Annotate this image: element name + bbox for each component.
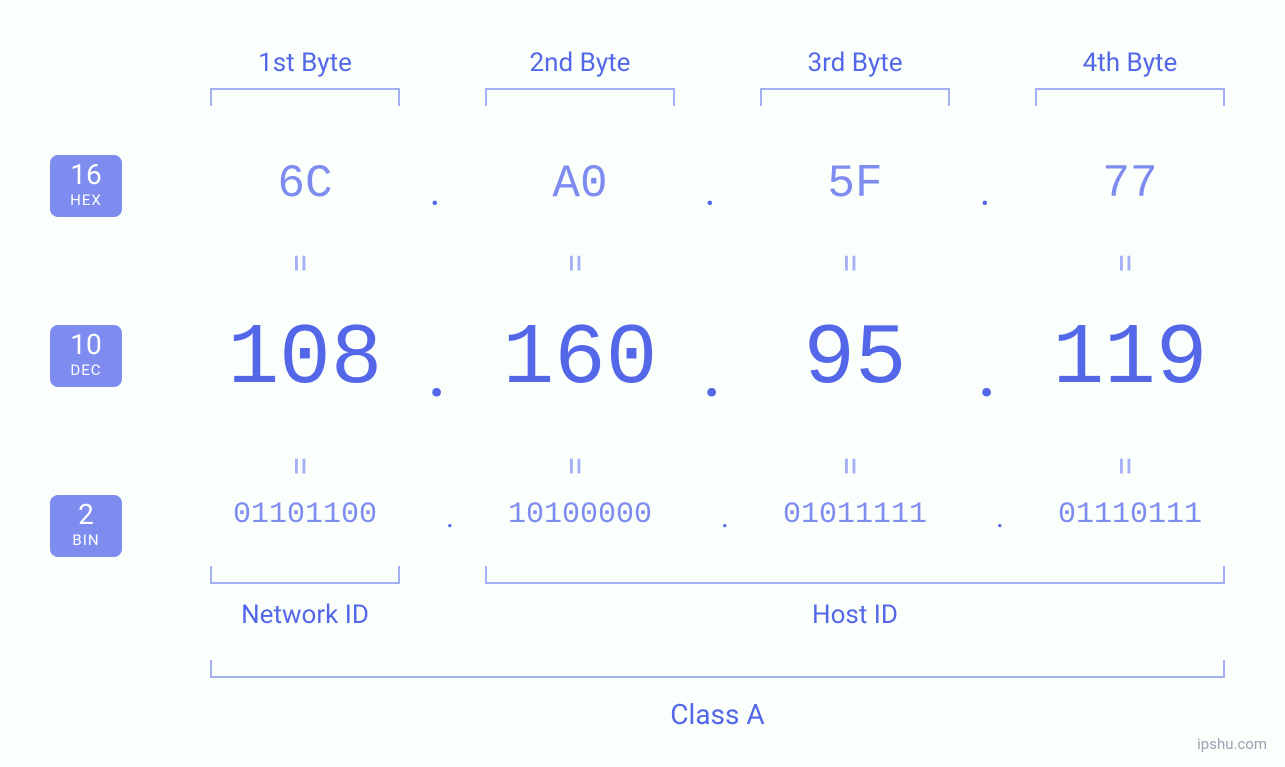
host-id-label: Host ID	[485, 600, 1225, 630]
bracket-top-2	[485, 88, 675, 106]
hex-sep-2: .	[680, 168, 740, 215]
base-badge-bin: 2 BIN	[50, 495, 122, 557]
bin-byte-2: 10100000	[460, 498, 700, 532]
bin-byte-3: 01011111	[735, 498, 975, 532]
dec-byte-2: 160	[470, 310, 690, 408]
dec-byte-3: 95	[745, 310, 965, 408]
dec-sep-2: .	[687, 325, 737, 416]
base-badge-dec: 10 DEC	[50, 325, 122, 387]
network-id-label: Network ID	[205, 600, 405, 630]
hex-sep-1: .	[405, 168, 465, 215]
equals-dec-bin-1: =	[279, 456, 321, 476]
bracket-network-id	[210, 566, 400, 584]
bracket-top-1	[210, 88, 400, 106]
equals-dec-bin-4: =	[1104, 456, 1146, 476]
equals-hex-dec-4: =	[1104, 253, 1146, 273]
dec-sep-3: .	[962, 325, 1012, 416]
base-badge-dec-num: 10	[50, 331, 122, 359]
byte-label-4: 4th Byte	[1030, 48, 1230, 78]
hex-byte-2: A0	[480, 158, 680, 210]
dec-byte-1: 108	[195, 310, 415, 408]
bin-byte-4: 01110111	[1010, 498, 1250, 532]
hex-sep-3: .	[955, 168, 1015, 215]
byte-label-1: 1st Byte	[205, 48, 405, 78]
bracket-top-3	[760, 88, 950, 106]
equals-hex-dec-3: =	[829, 253, 871, 273]
byte-label-3: 3rd Byte	[755, 48, 955, 78]
base-badge-hex-label: HEX	[50, 191, 122, 209]
hex-byte-1: 6C	[205, 158, 405, 210]
byte-label-2: 2nd Byte	[480, 48, 680, 78]
equals-hex-dec-1: =	[279, 253, 321, 273]
equals-hex-dec-2: =	[554, 253, 596, 273]
base-badge-hex: 16 HEX	[50, 155, 122, 217]
bracket-top-4	[1035, 88, 1225, 106]
base-badge-dec-label: DEC	[50, 361, 122, 379]
dec-byte-4: 119	[1020, 310, 1240, 408]
bin-byte-1: 01101100	[185, 498, 425, 532]
hex-byte-3: 5F	[755, 158, 955, 210]
equals-dec-bin-2: =	[554, 456, 596, 476]
bracket-class	[210, 660, 1225, 678]
equals-dec-bin-3: =	[829, 456, 871, 476]
base-badge-bin-label: BIN	[50, 531, 122, 549]
base-badge-bin-num: 2	[50, 501, 122, 529]
dec-sep-1: .	[412, 325, 462, 416]
bracket-host-id	[485, 566, 1225, 584]
hex-byte-4: 77	[1030, 158, 1230, 210]
base-badge-hex-num: 16	[50, 161, 122, 189]
watermark: ipshu.com	[1197, 735, 1267, 753]
class-label: Class A	[210, 698, 1225, 731]
